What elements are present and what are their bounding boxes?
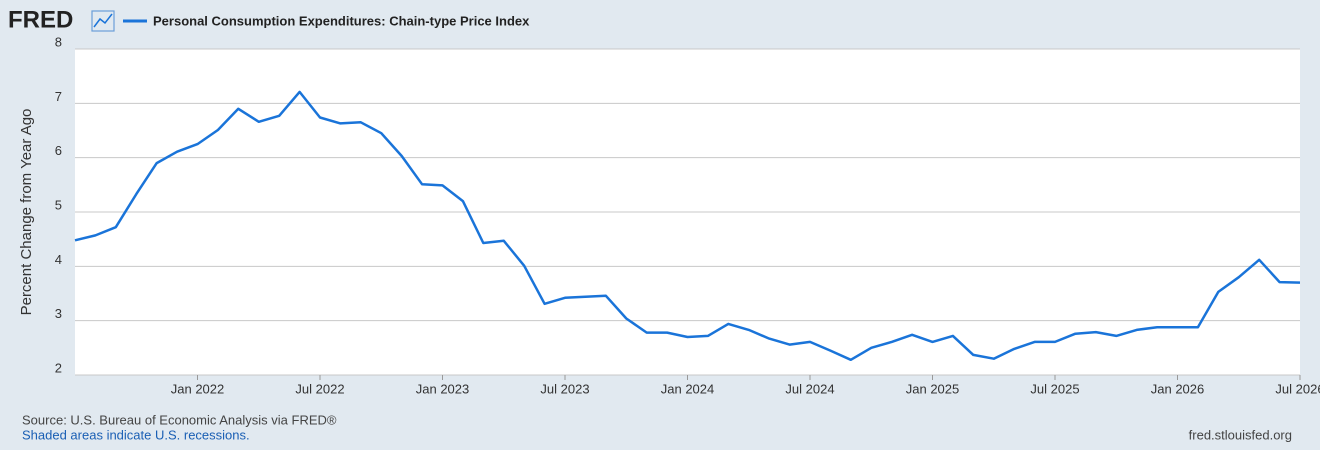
y-tick-label: 7 (55, 89, 62, 104)
x-tick-label: Jan 2022 (171, 381, 225, 396)
y-tick-label: 5 (55, 197, 62, 212)
y-tick-label: 2 (55, 360, 62, 375)
y-axis-label: Percent Change from Year Ago (18, 109, 35, 316)
x-tick-label: Jan 2026 (1151, 381, 1205, 396)
x-tick-label: Jul 2024 (785, 381, 834, 396)
legend-label: Personal Consumption Expenditures: Chain… (153, 13, 530, 28)
x-tick-label: Jul 2023 (540, 381, 589, 396)
y-tick-label: 8 (55, 34, 62, 49)
x-tick-label: Jan 2023 (416, 381, 470, 396)
recession-note[interactable]: Shaded areas indicate U.S. recessions. (22, 427, 250, 442)
x-tick-label: Jul 2026 (1275, 381, 1320, 396)
logo[interactable]: FRED (8, 6, 73, 33)
x-tick-label: Jul 2025 (1030, 381, 1079, 396)
y-tick-label: 4 (55, 252, 62, 267)
data-line (74, 90, 1301, 362)
logo-icon (91, 10, 115, 32)
y-tick-label: 3 (55, 306, 62, 321)
y-tick-label: 6 (55, 143, 62, 158)
x-tick-label: Jan 2024 (661, 381, 715, 396)
source: Source: U.S. Bureau of Economic Analysis… (22, 412, 337, 427)
x-tick-label: Jul 2022 (295, 381, 344, 396)
x-tick-label: Jan 2025 (906, 381, 960, 396)
site-link[interactable]: fred.stlouisfed.org (1189, 427, 1292, 442)
